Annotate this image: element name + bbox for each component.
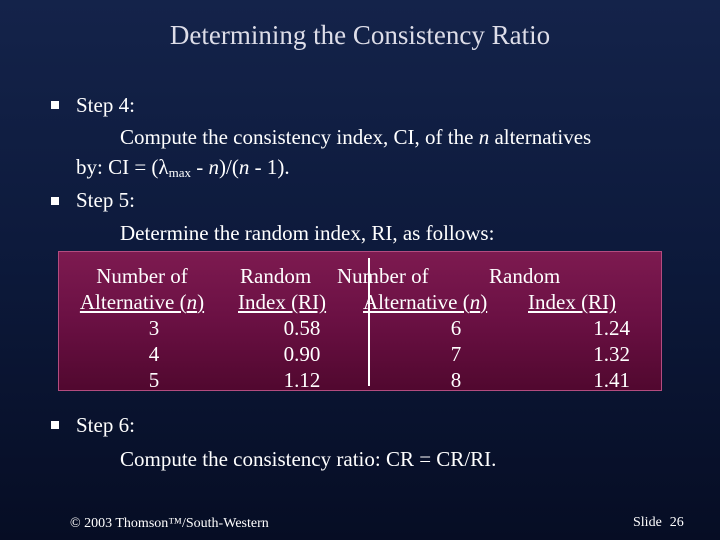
table-cell-right-n-3: 8	[450, 368, 462, 392]
table-cell-left-ri-2: 0.90	[283, 342, 321, 366]
step4-line2-n2: n	[238, 155, 250, 179]
random-index-table	[58, 251, 662, 391]
slide-title: Determining the Consistency Ratio	[169, 20, 551, 50]
lambda-symbol: λ	[158, 155, 169, 179]
step4-line2: by: CI = (λmax - n)/(n - 1).	[76, 155, 290, 181]
table-cell-left-n-3: 5	[148, 368, 160, 392]
table-cell-left-n-2: 4	[148, 342, 160, 366]
header-alternative-right: Alternative (n)	[363, 290, 507, 315]
step4-line2-n1: n	[208, 155, 220, 179]
table-cell-right-n-2: 7	[450, 342, 462, 366]
header-random-left: Random	[240, 264, 312, 288]
lambda-subscript: max	[168, 165, 191, 180]
step4-label: Step 4:	[76, 93, 135, 117]
header-alternative-right-pre: Alternative (	[363, 290, 470, 314]
footer-copyright: © 2003 Thomson™/South-Western	[70, 516, 269, 531]
step4-line1-pre: Compute the consistency index, CI, of th…	[120, 125, 479, 149]
footer-slide-label: Slide	[633, 515, 662, 530]
table-cell-right-ri-1: 1.24	[593, 316, 630, 340]
header-index-left: Index (RI)	[238, 290, 327, 314]
step5-label: Step 5:	[76, 188, 135, 212]
table-cell-right-ri-3: 1.41	[593, 368, 630, 392]
header-alternative-left-pre: Alternative (	[79, 290, 187, 314]
table-cell-left-ri-3: 1.12	[283, 368, 321, 392]
step6-label: Step 6:	[76, 413, 135, 437]
step6-text: Compute the consistency ratio: CR = CR/R…	[120, 447, 497, 471]
table-cell-right-n-1: 6	[450, 316, 462, 340]
step4-line2-post: - 1).	[249, 155, 290, 179]
header-alternative-left: Alternative (n)	[70, 290, 214, 315]
bullet-icon	[51, 421, 59, 429]
header-alternative-left-n: n	[186, 290, 198, 314]
header-number-of-right: Number of	[337, 264, 429, 288]
header-random-right: Random	[489, 264, 561, 288]
step4-line1-post: alternatives	[489, 125, 592, 149]
step5-text: Determine the random index, RI, as follo…	[120, 221, 495, 245]
step4-line1-n: n	[478, 125, 490, 149]
step4-line2-mid2: )/(	[219, 155, 239, 179]
bullet-icon	[51, 101, 59, 109]
header-alternative-left-post: )	[197, 290, 205, 314]
table-cell-right-ri-2: 1.32	[593, 342, 630, 366]
step4-line2-pre: by: CI = (	[76, 155, 159, 179]
header-alternative-right-post: )	[480, 290, 488, 314]
footer-slide-number: Slide 26	[633, 515, 684, 531]
header-number-of-left: Number of	[96, 264, 188, 288]
table-cell-left-ri-1: 0.58	[283, 316, 321, 340]
table-cell-left-n-1: 3	[148, 316, 160, 340]
header-alternative-right-n: n	[469, 290, 481, 314]
footer-page-number: 26	[669, 515, 684, 530]
step4-line1: Compute the consistency index, CI, of th…	[120, 125, 591, 150]
bullet-icon	[51, 197, 59, 205]
step4-line2-mid: -	[191, 155, 209, 179]
table-divider	[368, 258, 370, 386]
header-index-right: Index (RI)	[528, 290, 617, 314]
